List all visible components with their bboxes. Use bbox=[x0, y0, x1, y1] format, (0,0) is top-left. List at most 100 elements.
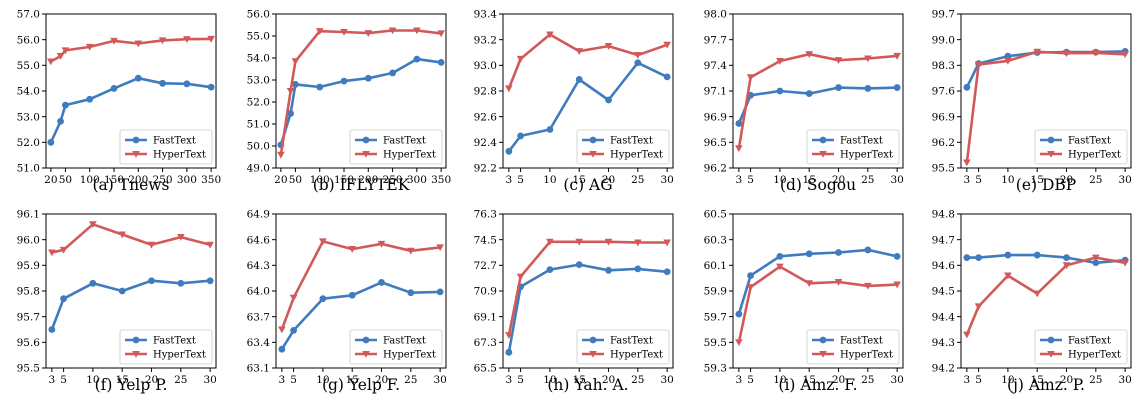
fasttext-point bbox=[364, 74, 372, 82]
legend-marker bbox=[589, 136, 597, 144]
hypertext-point bbox=[776, 58, 784, 65]
y-tick-label: 63.4 bbox=[247, 337, 271, 349]
hypertext-point bbox=[413, 27, 421, 35]
fasttext-point bbox=[805, 250, 813, 258]
subplot-1: 51.0 52.0 53.0 54.0 55.0 56.0 57.0 20 50 100 150 20… bbox=[17, 9, 222, 194]
x-tick-label: 20 bbox=[602, 374, 615, 386]
legend-label: HyperText bbox=[610, 350, 663, 361]
legend-marker bbox=[132, 351, 140, 358]
y-tick-label: 93.2 bbox=[474, 34, 497, 46]
series-fasttext bbox=[735, 246, 901, 318]
x-tick-label: 300 bbox=[407, 174, 427, 186]
fasttext-point bbox=[1092, 259, 1100, 267]
x-tick-label: 5 bbox=[290, 374, 297, 386]
legend-marker bbox=[589, 336, 597, 344]
hypertext-point bbox=[805, 51, 814, 59]
legend-marker bbox=[362, 336, 370, 344]
hypertext-point bbox=[663, 41, 671, 49]
x-tick-label: 100 bbox=[80, 174, 100, 186]
x-tick-label: 50 bbox=[59, 174, 72, 186]
legend-marker bbox=[362, 351, 370, 358]
x-tick-label: 3 bbox=[506, 374, 513, 386]
legend-label: HyperText bbox=[153, 150, 206, 161]
fasttext-point bbox=[177, 279, 185, 287]
y-tick-label: 99.7 bbox=[932, 9, 955, 21]
fasttext-point bbox=[340, 77, 348, 85]
fasttext-point bbox=[134, 74, 142, 82]
fasttext-point bbox=[207, 83, 215, 91]
legend-box bbox=[1034, 129, 1128, 165]
hypertext-point bbox=[516, 55, 525, 63]
hypertext-point bbox=[110, 37, 118, 45]
y-tick-label: 95.8 bbox=[17, 286, 40, 298]
x-tick-label: 15 bbox=[573, 174, 586, 186]
hypertext-point bbox=[89, 221, 97, 229]
y-tick-label: 50.0 bbox=[247, 141, 270, 153]
y-tick-label: 74.5 bbox=[474, 234, 497, 246]
legend-label: FastText bbox=[610, 336, 653, 347]
hypertext-point bbox=[735, 145, 743, 153]
legend-box bbox=[119, 129, 213, 165]
legend-label: FastText bbox=[840, 136, 883, 147]
fasttext-point bbox=[47, 138, 55, 146]
y-tick-label: 59.5 bbox=[704, 337, 727, 349]
hypertext-point bbox=[177, 234, 185, 241]
fasttext-point bbox=[893, 84, 901, 91]
fasttext-point bbox=[776, 87, 784, 95]
hypertext-point bbox=[963, 331, 971, 339]
fasttext-point bbox=[735, 120, 743, 127]
y-tick-label: 52.0 bbox=[247, 97, 270, 109]
fasttext-point bbox=[437, 59, 445, 66]
hypertext-point bbox=[893, 281, 901, 289]
y-tick-label: 54.0 bbox=[247, 53, 270, 65]
legend: FastText HyperText bbox=[576, 329, 670, 365]
legend-box bbox=[349, 129, 443, 165]
hypertext-point bbox=[864, 282, 872, 290]
subplot-9: 59.3 59.5 59.7 59.9 60.1 60.3 60.5 3 5 10 15 20 25 30… bbox=[704, 209, 904, 394]
fasttext-point bbox=[735, 310, 743, 318]
series-hypertext bbox=[963, 48, 1129, 167]
hypertext-point bbox=[805, 280, 814, 288]
fasttext-point bbox=[413, 55, 421, 63]
hypertext-point bbox=[1062, 262, 1071, 270]
y-tick-label: 51.0 bbox=[247, 119, 270, 131]
y-tick-label: 60.5 bbox=[704, 209, 727, 221]
x-tick-label: 20 bbox=[832, 174, 845, 186]
legend-marker bbox=[132, 151, 140, 158]
hypertext-point bbox=[746, 74, 755, 82]
series-fasttext bbox=[277, 55, 445, 149]
x-tick-label: 30 bbox=[660, 174, 673, 186]
y-tick-label: 92.8 bbox=[474, 86, 497, 98]
y-tick-label: 94.3 bbox=[932, 337, 955, 349]
subplot-5: 95.5 96.2 96.9 97.6 98.3 99.0 99.7 3 5 10 15 20 25 30… bbox=[932, 9, 1132, 194]
fasttext-point bbox=[57, 117, 64, 125]
y-tick-label: 95.7 bbox=[17, 311, 40, 323]
subplot-caption: (e) DBP bbox=[1016, 176, 1076, 194]
series-hypertext bbox=[735, 51, 901, 153]
subplot-caption: (g) Yelp F. bbox=[322, 376, 400, 394]
x-tick-label: 5 bbox=[975, 374, 982, 386]
hypertext-point bbox=[634, 52, 642, 59]
fasttext-point bbox=[546, 266, 554, 274]
y-tick-label: 70.9 bbox=[474, 286, 497, 298]
y-tick-label: 95.5 bbox=[932, 163, 955, 175]
hypertext-point bbox=[377, 240, 386, 248]
x-tick-label: 30 bbox=[890, 374, 903, 386]
x-tick-label: 15 bbox=[573, 374, 586, 386]
series-hypertext bbox=[505, 238, 671, 340]
legend-label: FastText bbox=[840, 336, 883, 347]
y-tick-label: 64.0 bbox=[247, 286, 270, 298]
x-tick-label: 25 bbox=[631, 174, 644, 186]
x-tick-label: 10 bbox=[773, 374, 786, 386]
series-fasttext bbox=[735, 84, 901, 127]
x-tick-label: 20 bbox=[44, 174, 57, 186]
fasttext-point bbox=[159, 79, 166, 87]
subplot-caption: (c) AG bbox=[563, 176, 612, 194]
y-tick-label: 63.7 bbox=[247, 311, 270, 323]
series-fasttext bbox=[963, 251, 1129, 267]
hypertext-point bbox=[85, 43, 94, 51]
hypertext-point bbox=[1033, 48, 1042, 56]
y-tick-label: 64.6 bbox=[247, 234, 271, 246]
y-tick-label: 56.0 bbox=[17, 34, 40, 46]
hypertext-point bbox=[278, 326, 286, 334]
